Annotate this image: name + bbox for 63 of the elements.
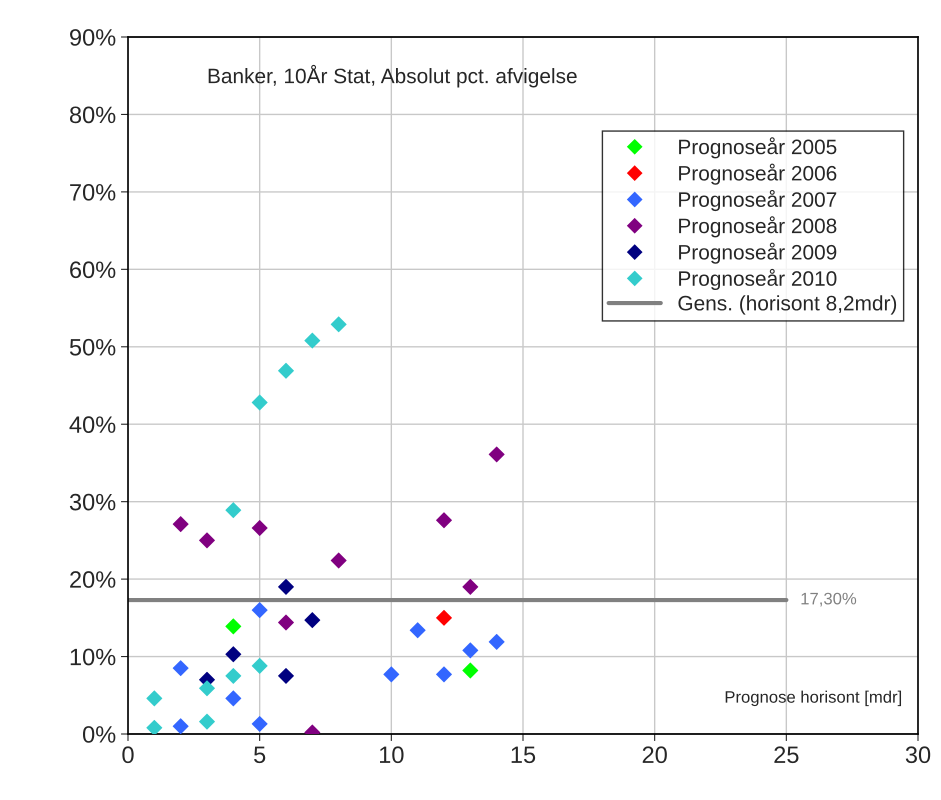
y-tick-label: 90% xyxy=(70,29,116,46)
point xyxy=(225,690,242,706)
legend-label: Prognoseår 2008 xyxy=(679,216,836,238)
point xyxy=(278,362,294,379)
point xyxy=(252,520,268,536)
y-tick-label: 30% xyxy=(70,494,116,510)
legend-label: Prognoseår 2010 xyxy=(679,268,836,290)
y-tick-label: 70% xyxy=(70,184,116,201)
point xyxy=(278,614,294,630)
point xyxy=(172,660,189,676)
x-tick-label: 15 xyxy=(512,746,536,764)
point xyxy=(252,394,268,410)
point xyxy=(252,602,268,618)
x-tick-label: 25 xyxy=(774,746,798,764)
point xyxy=(199,714,215,730)
point xyxy=(436,512,452,528)
point xyxy=(462,578,478,595)
x-tick-label: 5 xyxy=(254,746,266,764)
point xyxy=(252,716,268,732)
point xyxy=(146,690,162,706)
y-tick-label: 10% xyxy=(70,648,116,666)
point xyxy=(410,622,426,638)
y-tick-label: 40% xyxy=(69,416,116,434)
point xyxy=(304,612,320,628)
point xyxy=(225,502,242,518)
y-tick-label: 80% xyxy=(70,106,116,124)
point xyxy=(172,516,189,532)
point xyxy=(330,316,347,332)
point xyxy=(278,668,294,684)
legend-label: Prognoseår 2005 xyxy=(679,137,836,158)
point xyxy=(304,332,320,349)
point xyxy=(330,552,347,568)
point xyxy=(252,658,268,674)
y-tick-label: 0% xyxy=(82,726,116,743)
y-tick-label: 60% xyxy=(70,261,116,278)
legend-label: Prognoseår 2007 xyxy=(679,190,836,212)
y-tick-label: 20% xyxy=(70,571,116,588)
point xyxy=(436,610,452,626)
x-tick-label: 0 xyxy=(122,746,134,764)
point xyxy=(199,532,215,548)
point xyxy=(225,668,242,684)
point xyxy=(488,446,505,462)
x-tick-label: 30 xyxy=(906,746,930,764)
x-tick-label: 20 xyxy=(642,746,667,764)
legend-label: Gens. (horisont 8,2mdr) xyxy=(678,295,896,315)
point xyxy=(436,666,452,682)
point xyxy=(225,646,242,662)
point xyxy=(225,618,242,634)
point xyxy=(462,662,478,678)
text: Banker, 10År Stat, Absolut pct. afvigelse xyxy=(208,64,577,88)
x-axis-title: Prognose horisont [mdr] xyxy=(726,690,902,706)
annotation: 17,30% xyxy=(801,592,856,606)
point xyxy=(172,718,189,734)
point xyxy=(199,680,215,696)
point xyxy=(383,666,400,682)
x-tick-label: 10 xyxy=(380,746,404,764)
legend-label: Prognoseår 2006 xyxy=(679,164,836,185)
legend-label: Prognoseår 2009 xyxy=(679,242,836,264)
point xyxy=(462,642,478,658)
point xyxy=(488,634,505,650)
point xyxy=(278,578,294,595)
point xyxy=(146,720,162,734)
y-tick-label: 50% xyxy=(70,338,116,356)
